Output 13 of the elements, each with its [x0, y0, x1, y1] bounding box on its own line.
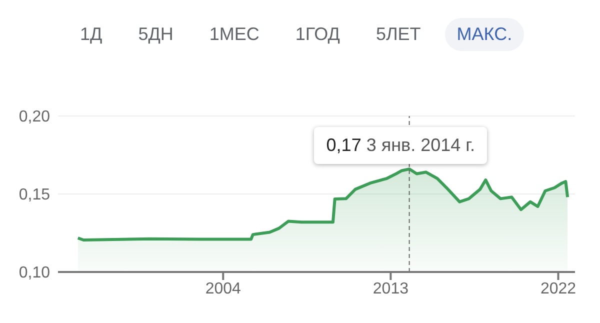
y-tick-label: 0,20	[18, 108, 50, 126]
text: МАКС.	[444, 18, 524, 51]
text: 1МЕС	[208, 23, 260, 46]
x-tick-label: 2022	[540, 280, 576, 298]
text: 1ГОД	[294, 23, 341, 46]
text: 1Д	[79, 23, 104, 46]
x-tick-label: 2013	[372, 280, 409, 298]
x-tick-label: 2004	[205, 280, 242, 298]
y-tick-label: 0,10	[18, 264, 50, 282]
text: 5ЛЕТ	[374, 23, 422, 46]
y-tick-label: 0,15	[18, 186, 50, 204]
annotation: 0,17 3 янв. 2014 г.	[314, 126, 488, 164]
text: 5ДН	[137, 23, 174, 46]
